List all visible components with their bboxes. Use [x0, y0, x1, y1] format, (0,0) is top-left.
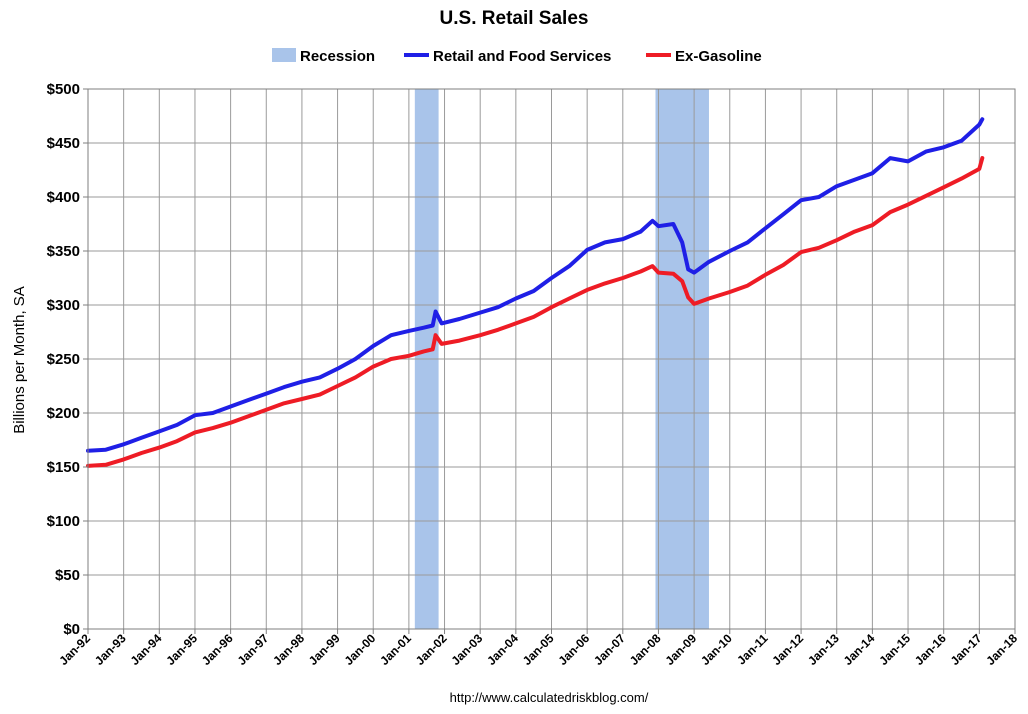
legend-retail-label: Retail and Food Services — [433, 48, 611, 65]
y-tick-label: $150 — [47, 459, 80, 476]
legend: Recession Retail and Food Services Ex-Ga… — [272, 48, 762, 65]
series-lines — [86, 117, 985, 468]
x-tick-label: Jan-03 — [449, 631, 486, 668]
legend-recession-label: Recession — [300, 48, 375, 65]
x-tick-label: Jan-96 — [199, 631, 236, 668]
y-tick-label: $500 — [47, 81, 80, 98]
x-tick-label: Jan-10 — [698, 631, 735, 668]
x-tick-label: Jan-05 — [520, 631, 557, 668]
x-tick-label: Jan-98 — [270, 631, 307, 668]
chart-title: U.S. Retail Sales — [440, 8, 589, 29]
x-tick-label: Jan-09 — [662, 631, 699, 668]
x-tick-label: Jan-97 — [235, 631, 272, 668]
x-tick-label: Jan-94 — [128, 631, 165, 668]
grid-lines — [88, 88, 1016, 629]
x-tick-label: Jan-06 — [555, 631, 592, 668]
x-tick-label: Jan-17 — [948, 631, 985, 668]
x-tick-label: Jan-04 — [484, 631, 521, 668]
source-url: http://www.calculatedriskblog.com/ — [450, 690, 649, 705]
y-tick-label: $350 — [47, 243, 80, 260]
y-tick-label: $450 — [47, 135, 80, 152]
x-tick-label: Jan-02 — [413, 631, 450, 668]
y-tick-label: $400 — [47, 189, 80, 206]
legend-exgas-label: Ex-Gasoline — [675, 48, 762, 65]
x-tick-label: Jan-16 — [912, 631, 949, 668]
x-tick-label: Jan-12 — [769, 631, 806, 668]
x-tick-label: Jan-00 — [342, 631, 379, 668]
x-tick-label: Jan-93 — [92, 631, 129, 668]
x-tick-label: Jan-15 — [876, 631, 913, 668]
x-tick-label: Jan-07 — [591, 631, 628, 668]
x-tick-label: Jan-01 — [377, 631, 414, 668]
y-tick-label: $100 — [47, 513, 80, 530]
x-tick-label: Jan-95 — [163, 631, 200, 668]
y-tick-label: $0 — [63, 621, 80, 638]
y-tick-label: $50 — [55, 567, 80, 584]
y-tick-label: $300 — [47, 297, 80, 314]
x-tick-label: Jan-99 — [306, 631, 343, 668]
series-line-ex-gasoline — [86, 156, 985, 468]
y-axis: $0 $50 $100 $150 $200 $250 $300 $350 $400 $450 $50… — [47, 81, 88, 638]
x-tick-label: Jan-14 — [841, 631, 878, 668]
x-tick-label: Jan-18 — [983, 631, 1020, 668]
series-line-retail-and-food-services — [86, 117, 985, 453]
legend-recession-swatch — [272, 48, 296, 62]
x-tick-label: Jan-08 — [627, 631, 664, 668]
y-axis-title: Billions per Month, SA — [11, 286, 28, 434]
x-tick-label: Jan-11 — [734, 631, 771, 668]
y-tick-label: $250 — [47, 351, 80, 368]
x-tick-label: Jan-13 — [805, 631, 842, 668]
y-tick-label: $200 — [47, 405, 80, 422]
